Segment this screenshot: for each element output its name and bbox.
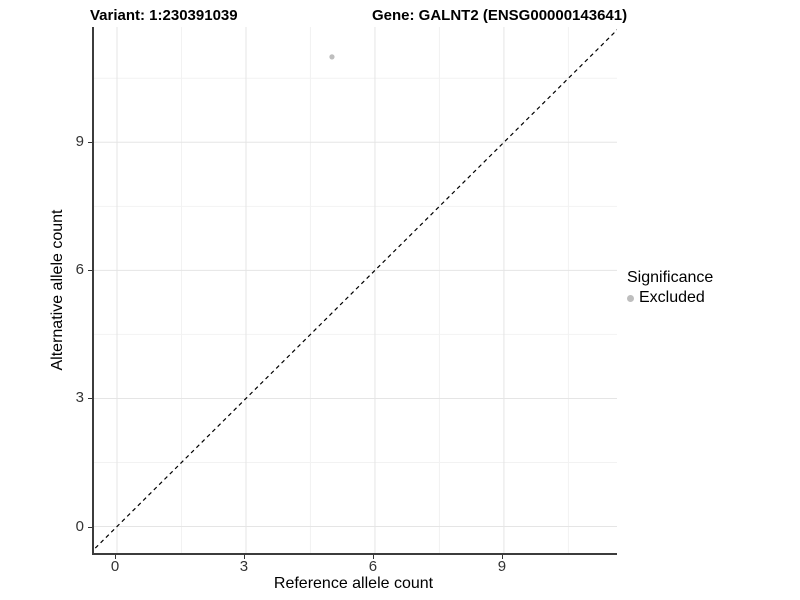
plot-panel [92,27,617,555]
legend-entries: Excluded [627,289,713,307]
legend-entry: Excluded [627,289,713,307]
y-tick-label: 3 [75,389,84,407]
y-tick-label: 9 [75,133,84,151]
variant-title: Variant: 1:230391039 [90,7,238,24]
y-tick-label: 0 [75,517,84,535]
x-tick-mark [115,555,116,559]
x-tick-label: 3 [239,558,249,575]
x-tick-label: 9 [497,558,507,575]
legend-entry-label: Excluded [639,289,705,306]
x-tick-label: 6 [368,558,378,575]
y-tick-mark [88,270,92,272]
plot-canvas [94,27,617,553]
x-axis-title: Reference allele count [273,575,434,592]
y-tick-mark [88,526,92,528]
gene-title: Gene: GALNT2 (ENSG00000143641) [372,7,628,24]
y-tick-mark [88,398,92,400]
x-tick-mark [243,555,245,559]
identity-line [94,29,617,551]
x-tick-label: 0 [110,558,120,575]
x-tick-mark [372,555,374,559]
legend-key-dot-icon [627,294,634,302]
y-tick-label: 6 [75,261,84,279]
legend: Significance Excluded [627,269,713,307]
x-tick-mark [501,555,503,559]
data-point [329,54,335,60]
y-tick-mark [88,142,92,144]
legend-title: Significance [627,269,714,286]
y-axis-title: Alternative allele count [49,209,66,371]
